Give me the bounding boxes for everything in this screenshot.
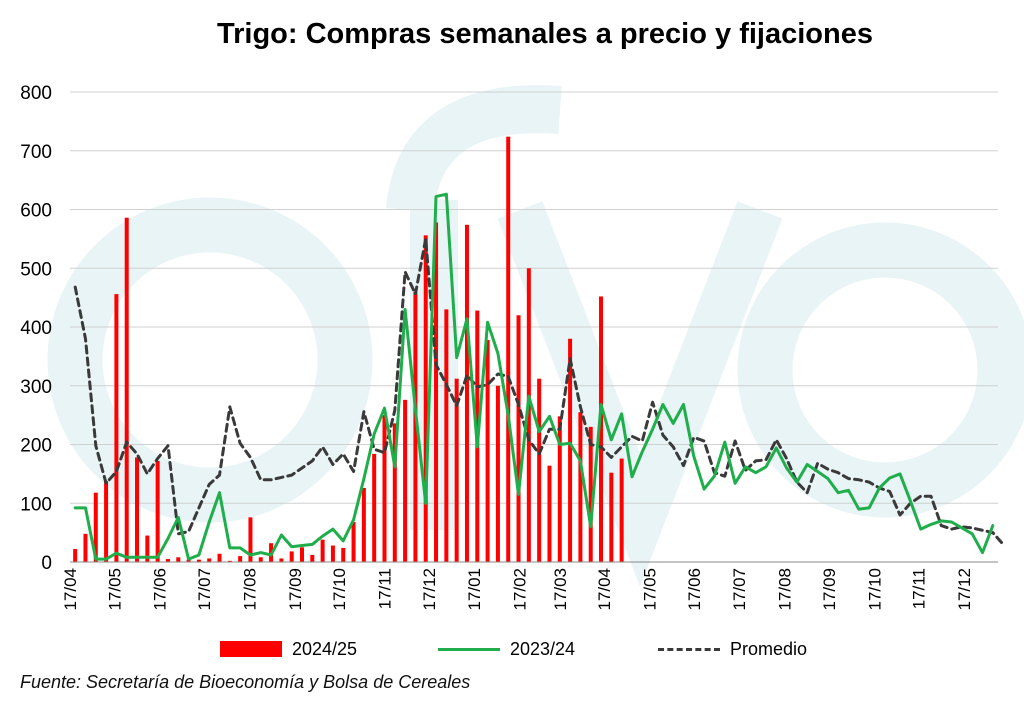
bar bbox=[361, 487, 366, 562]
bar bbox=[568, 338, 573, 562]
bar bbox=[464, 224, 469, 562]
bar bbox=[372, 453, 377, 562]
bar bbox=[176, 557, 181, 562]
x-tick-label: 17/08 bbox=[240, 568, 259, 611]
bar bbox=[434, 222, 439, 563]
x-tick-label: 17/03 bbox=[551, 568, 570, 611]
bar bbox=[300, 547, 304, 562]
bar bbox=[124, 217, 129, 562]
source-note: Fuente: Secretaría de Bioeconomía y Bols… bbox=[20, 672, 471, 692]
legend-label-2024-25: 2024/25 bbox=[292, 638, 358, 659]
bar bbox=[547, 465, 552, 562]
bar bbox=[516, 315, 521, 562]
bar bbox=[310, 554, 315, 562]
bar bbox=[382, 415, 387, 562]
bar bbox=[104, 480, 109, 562]
bar bbox=[289, 551, 294, 562]
legend-swatch-2024-25 bbox=[220, 641, 282, 657]
bar bbox=[320, 539, 325, 562]
x-tick-label: 17/04 bbox=[595, 568, 614, 611]
legend-label-2023-24: 2023/24 bbox=[510, 638, 576, 659]
bar bbox=[537, 378, 542, 562]
y-tick-label: 600 bbox=[20, 201, 52, 222]
x-tick-label: 17/12 bbox=[955, 568, 974, 611]
bar bbox=[73, 549, 78, 562]
bar bbox=[578, 412, 583, 562]
x-tick-label: 17/09 bbox=[820, 568, 839, 611]
bar bbox=[155, 460, 160, 562]
series-line-2023-24 bbox=[73, 192, 995, 561]
legend-item-2023-24: 2023/24 bbox=[438, 636, 575, 662]
bar bbox=[557, 416, 562, 562]
bar bbox=[238, 556, 243, 562]
x-tick-label: 17/07 bbox=[730, 568, 749, 611]
y-tick-label: 500 bbox=[20, 259, 52, 280]
bar bbox=[454, 378, 459, 562]
x-tick-label: 17/09 bbox=[286, 568, 305, 611]
y-tick-label: 100 bbox=[20, 494, 52, 515]
legend-item-2024-25: 2024/25 bbox=[220, 636, 357, 662]
bar bbox=[258, 557, 263, 562]
bar bbox=[196, 559, 201, 562]
x-tick-label: 17/02 bbox=[511, 568, 530, 611]
x-tick-label: 17/05 bbox=[641, 568, 660, 611]
y-tick-label: 700 bbox=[20, 142, 52, 163]
legend-item-promedio: Promedio bbox=[658, 636, 807, 662]
bar bbox=[526, 268, 531, 562]
x-tick-label: 17/10 bbox=[330, 568, 349, 611]
bar bbox=[83, 533, 88, 562]
bar bbox=[186, 559, 191, 562]
x-tick-label: 17/05 bbox=[105, 568, 124, 611]
x-tick-label: 17/11 bbox=[910, 568, 929, 609]
bar bbox=[165, 559, 170, 562]
bar bbox=[413, 291, 418, 562]
bar bbox=[392, 423, 397, 562]
x-tick-label: 17/12 bbox=[420, 568, 439, 611]
bar bbox=[351, 522, 356, 562]
bar bbox=[609, 472, 614, 562]
y-tick-label: 300 bbox=[20, 377, 52, 398]
bar bbox=[279, 558, 284, 562]
bar bbox=[207, 558, 212, 562]
legend-label-promedio: Promedio bbox=[730, 638, 808, 659]
bar bbox=[217, 553, 222, 562]
bar bbox=[227, 560, 232, 562]
x-tick-label: 17/04 bbox=[61, 568, 80, 611]
bar bbox=[403, 399, 408, 562]
x-tick-label: 17/07 bbox=[195, 568, 214, 611]
bar bbox=[444, 309, 449, 562]
bar bbox=[506, 136, 511, 562]
x-tick-label: 17/08 bbox=[776, 568, 795, 611]
y-tick-label: 800 bbox=[20, 83, 52, 104]
bar bbox=[248, 517, 253, 562]
bar bbox=[485, 339, 490, 562]
y-tick-label: 0 bbox=[41, 553, 52, 574]
legend-swatch-2023-24 bbox=[438, 647, 500, 651]
y-tick-label: 400 bbox=[20, 318, 52, 339]
bar bbox=[619, 458, 624, 562]
legend-swatch-promedio bbox=[658, 647, 720, 651]
bar bbox=[93, 492, 98, 562]
bar bbox=[145, 535, 150, 562]
x-tick-label: 17/10 bbox=[865, 568, 884, 611]
bar bbox=[341, 547, 346, 562]
bar bbox=[423, 235, 428, 562]
bar bbox=[114, 294, 119, 562]
x-tick-label: 17/06 bbox=[685, 568, 704, 611]
bar bbox=[135, 457, 140, 562]
bar bbox=[599, 296, 604, 562]
bar bbox=[588, 426, 593, 562]
x-tick-label: 17/01 bbox=[465, 568, 484, 611]
chart-title: Trigo: Compras semanales a precio y fija… bbox=[217, 18, 873, 50]
x-tick-label: 17/11 bbox=[376, 568, 395, 609]
y-tick-label: 200 bbox=[20, 436, 52, 457]
bar bbox=[495, 385, 500, 562]
series-line-promedio bbox=[73, 237, 1005, 546]
x-tick-label: 17/06 bbox=[151, 568, 170, 611]
bar bbox=[330, 545, 335, 562]
